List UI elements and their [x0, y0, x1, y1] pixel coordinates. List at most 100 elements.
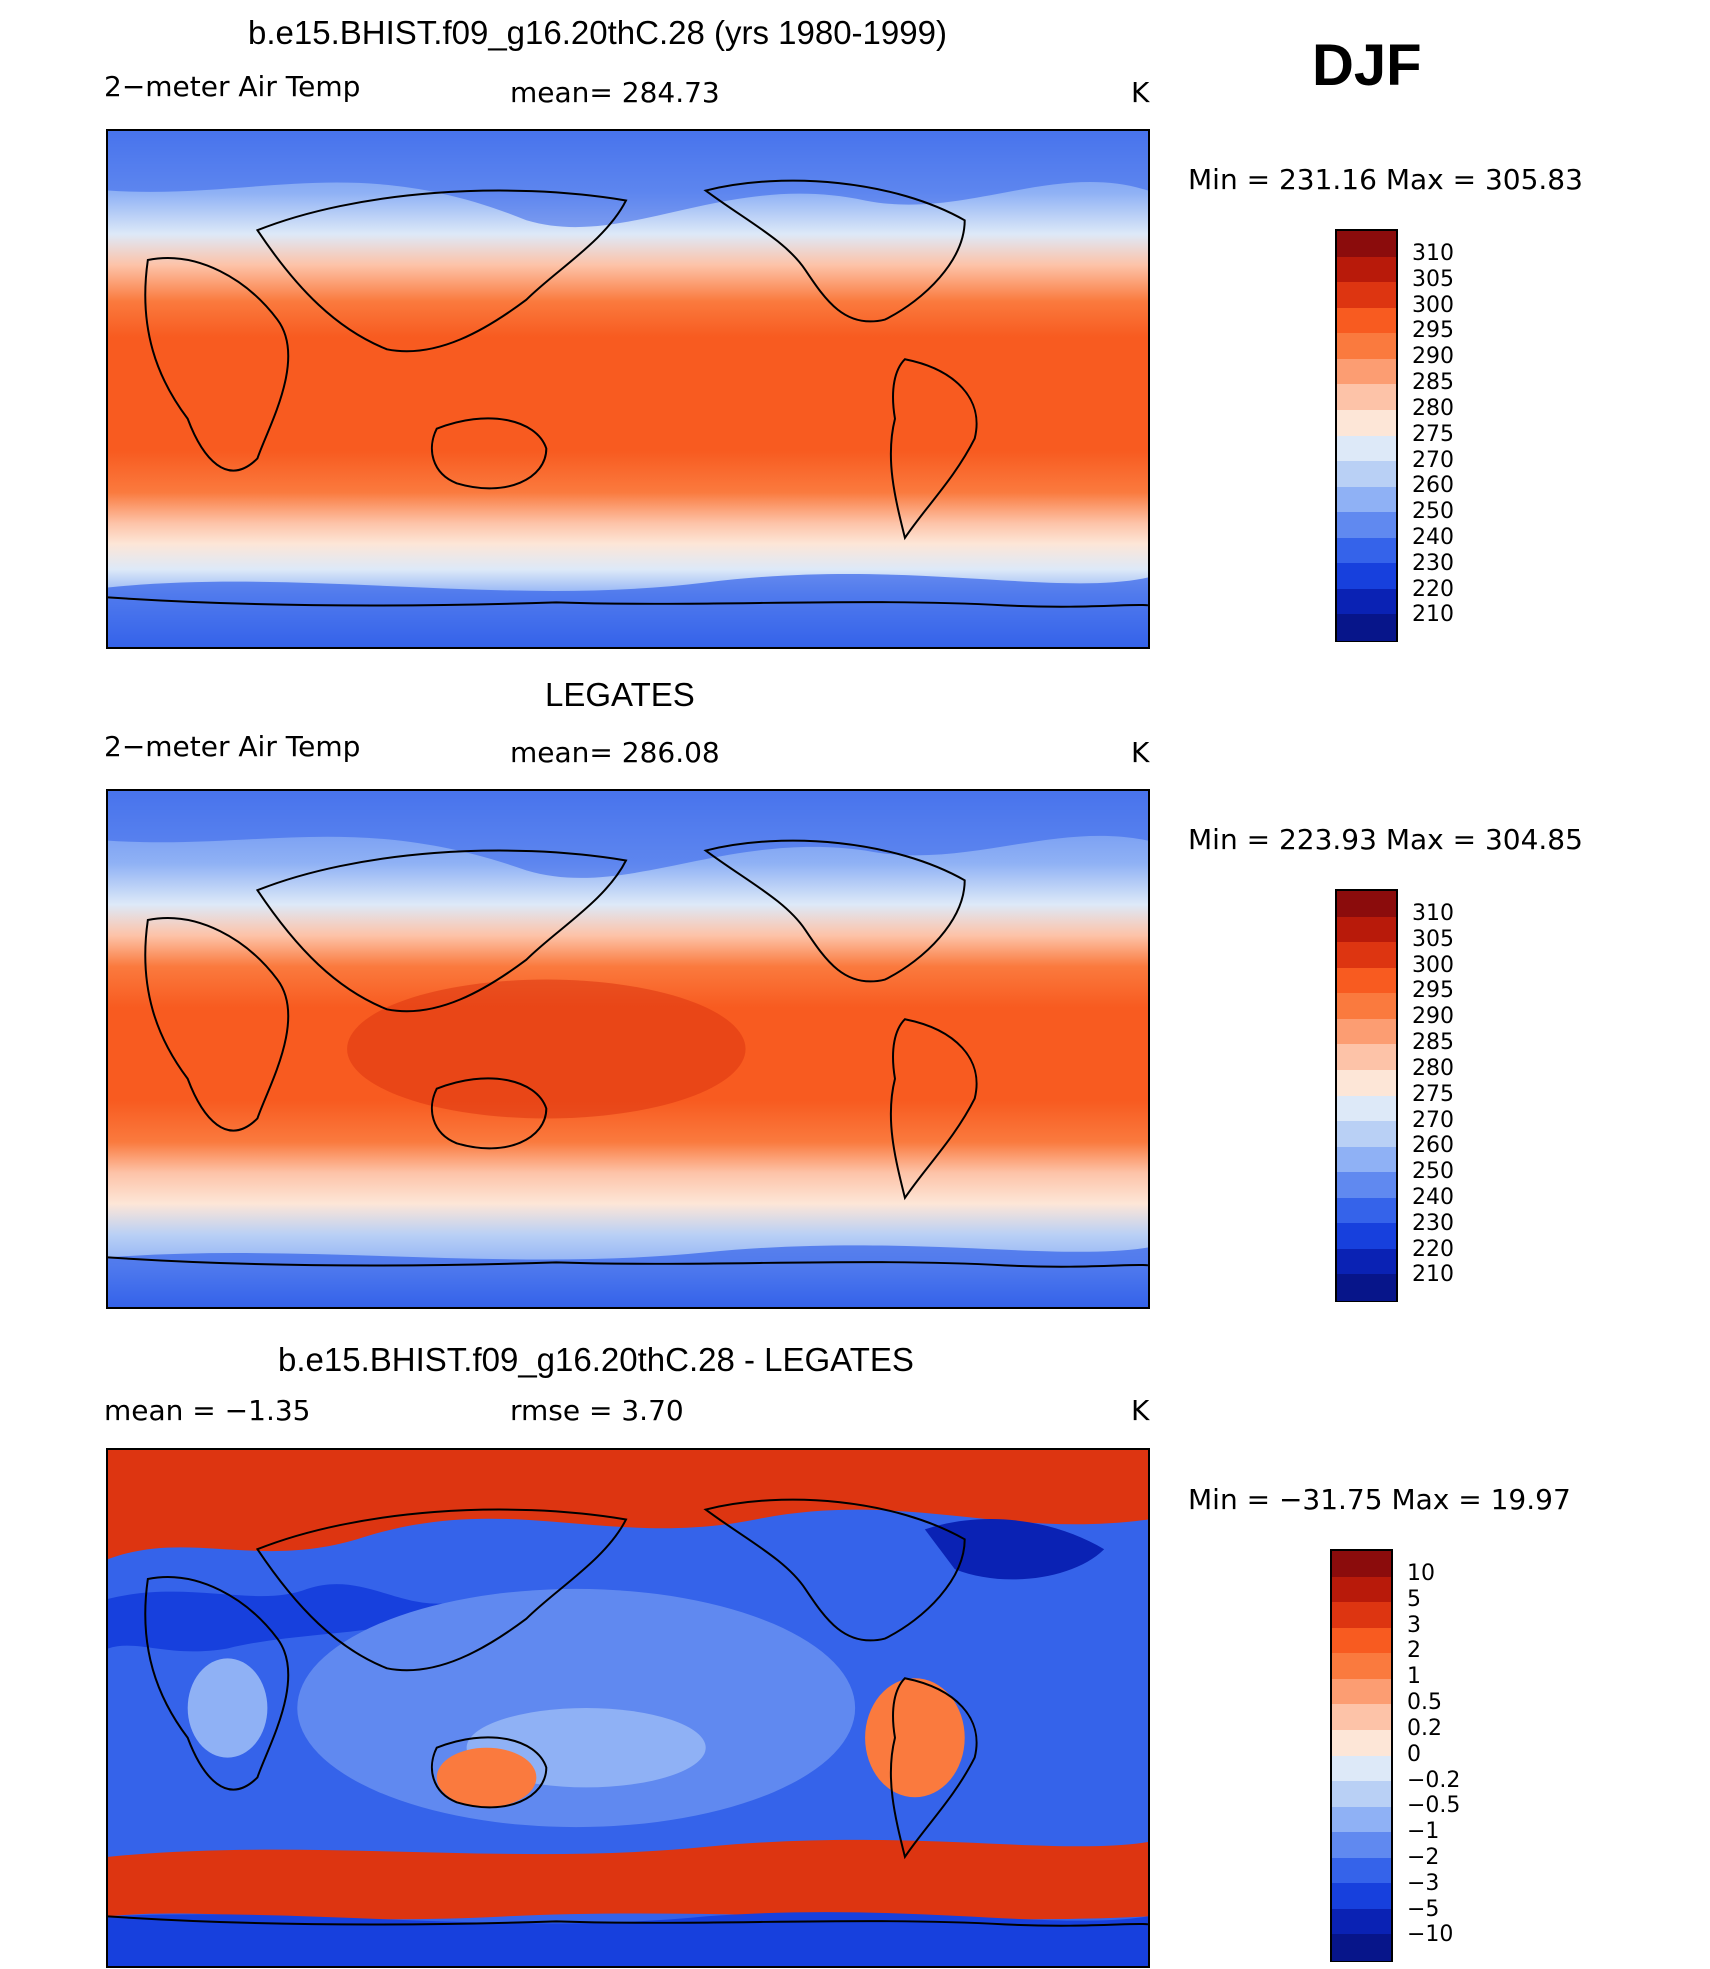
colorbar-cell: [1332, 1806, 1391, 1834]
colorbar-tick-label: 2: [1407, 1638, 1421, 1664]
colorbar-tick-label: 290: [1412, 1004, 1454, 1030]
colorbar-tick-label: 295: [1412, 318, 1454, 344]
colorbar-tick-label: 310: [1412, 241, 1454, 266]
panel3-units: K: [1131, 1394, 1150, 1427]
colorbar-cell: [1337, 891, 1396, 919]
colorbar-cell: [1332, 1729, 1391, 1757]
colorbar-cell: [1332, 1678, 1391, 1706]
colorbar-tick-label: 240: [1412, 1184, 1454, 1210]
panel3-rmse: rmse = 3.70: [510, 1394, 684, 1427]
colorbar-cell: [1332, 1883, 1391, 1911]
colorbar-cell: [1337, 1121, 1396, 1149]
colorbar-tick-label: 10: [1407, 1561, 1435, 1586]
panel2-variable: 2−meter Air Temp: [104, 730, 361, 763]
panel3-map: [106, 1448, 1150, 1968]
panel2-units: K: [1131, 736, 1150, 769]
colorbar-cell: [1337, 409, 1396, 437]
colorbar-cell: [1337, 1248, 1396, 1276]
panel1-units: K: [1131, 76, 1150, 109]
colorbar-tick-label: 260: [1412, 473, 1454, 499]
colorbar-tick-label: 210: [1412, 1262, 1454, 1288]
colorbar-tick-label: −5: [1407, 1896, 1440, 1922]
colorbar-tick-label: 280: [1412, 1055, 1454, 1081]
colorbar-cell: [1337, 993, 1396, 1021]
colorbar-cell: [1337, 1146, 1396, 1174]
colorbar-tick-label: −3: [1407, 1870, 1440, 1896]
colorbar-cell: [1337, 486, 1396, 514]
colorbar-cell: [1332, 1704, 1391, 1732]
colorbar-cell: [1332, 1576, 1391, 1604]
colorbar-cell: [1337, 1172, 1396, 1200]
colorbar-tick-label: 0.5: [1407, 1690, 1442, 1716]
colorbar-cell: [1337, 435, 1396, 463]
colorbar-tick-label: 280: [1412, 395, 1454, 421]
colorbar-tick-label: 1: [1407, 1664, 1421, 1690]
colorbar-tick-label: 270: [1412, 1107, 1454, 1133]
panel1-mean: mean= 284.73: [510, 76, 720, 109]
colorbar-cell: [1332, 1653, 1391, 1681]
colorbar-tick-label: 5: [1407, 1586, 1421, 1612]
colorbar-tick-label: −0.2: [1407, 1767, 1461, 1793]
colorbar-cell: [1337, 1018, 1396, 1046]
colorbar-cell: [1337, 916, 1396, 944]
panel1-colorbar: [1335, 229, 1398, 642]
colorbar-tick-label: 230: [1412, 550, 1454, 576]
panel3-title: b.e15.BHIST.f09_g16.20thC.28 - LEGATES: [278, 1341, 914, 1378]
colorbar-tick-label: 300: [1412, 292, 1454, 318]
colorbar-tick-label: 260: [1412, 1133, 1454, 1159]
panel2-map: [106, 789, 1150, 1309]
colorbar-tick-label: 250: [1412, 1159, 1454, 1185]
colorbar-tick-label: 275: [1412, 1081, 1454, 1107]
colorbar-tick-label: 0: [1407, 1741, 1421, 1767]
colorbar-tick-label: 285: [1412, 370, 1454, 396]
colorbar-cell: [1337, 1223, 1396, 1251]
colorbar-tick-label: 305: [1412, 926, 1454, 952]
colorbar-cell: [1337, 461, 1396, 489]
colorbar-tick-label: 3: [1407, 1612, 1421, 1638]
colorbar-tick-label: 295: [1412, 978, 1454, 1004]
panel1-minmax: Min = 231.16 Max = 305.83: [1188, 163, 1583, 196]
colorbar-cell: [1337, 942, 1396, 970]
panel1-title: b.e15.BHIST.f09_g16.20thC.28 (yrs 1980-1…: [248, 14, 947, 51]
panel3-colorbar: [1330, 1549, 1393, 1962]
colorbar-cell: [1337, 1095, 1396, 1123]
colorbar-tick-label: −2: [1407, 1844, 1440, 1870]
colorbar-tick-label: 300: [1412, 952, 1454, 978]
colorbar-tick-label: 0.2: [1407, 1715, 1442, 1741]
colorbar-cell: [1332, 1832, 1391, 1860]
colorbar-cell: [1337, 1274, 1396, 1301]
panel2-map-svg: [108, 791, 1148, 1307]
colorbar-cell: [1337, 537, 1396, 565]
season-label: DJF: [1312, 33, 1422, 98]
colorbar-tick-label: 285: [1412, 1030, 1454, 1056]
colorbar-cell: [1337, 1197, 1396, 1225]
colorbar-cell: [1332, 1934, 1391, 1961]
colorbar-cell: [1332, 1781, 1391, 1809]
colorbar-cell: [1332, 1602, 1391, 1630]
panel2-minmax: Min = 223.93 Max = 304.85: [1188, 823, 1583, 856]
panel3-map-svg: [108, 1450, 1148, 1966]
colorbar-cell: [1337, 614, 1396, 641]
colorbar-tick-label: −1: [1407, 1819, 1440, 1845]
colorbar-tick-label: 305: [1412, 266, 1454, 292]
colorbar-cell: [1332, 1857, 1391, 1885]
panel1-map: [106, 129, 1150, 649]
colorbar-tick-label: 220: [1412, 1236, 1454, 1262]
colorbar-cell: [1337, 967, 1396, 995]
panel1-variable: 2−meter Air Temp: [104, 70, 361, 103]
colorbar-tick-label: 290: [1412, 344, 1454, 370]
colorbar-tick-label: 275: [1412, 421, 1454, 447]
colorbar-cell: [1337, 1044, 1396, 1072]
colorbar-cell: [1332, 1755, 1391, 1783]
panel3-minmax: Min = −31.75 Max = 19.97: [1188, 1483, 1571, 1516]
panel2-colorbar: [1335, 889, 1398, 1302]
colorbar-cell: [1337, 358, 1396, 386]
colorbar-cell: [1337, 307, 1396, 335]
colorbar-cell: [1337, 384, 1396, 412]
colorbar-cell: [1332, 1627, 1391, 1655]
colorbar-tick-label: 230: [1412, 1210, 1454, 1236]
colorbar-tick-label: −0.5: [1407, 1793, 1461, 1819]
panel2-title: LEGATES: [545, 676, 695, 713]
panel3-mean: mean = −1.35: [104, 1394, 311, 1427]
panel2-mean: mean= 286.08: [510, 736, 720, 769]
